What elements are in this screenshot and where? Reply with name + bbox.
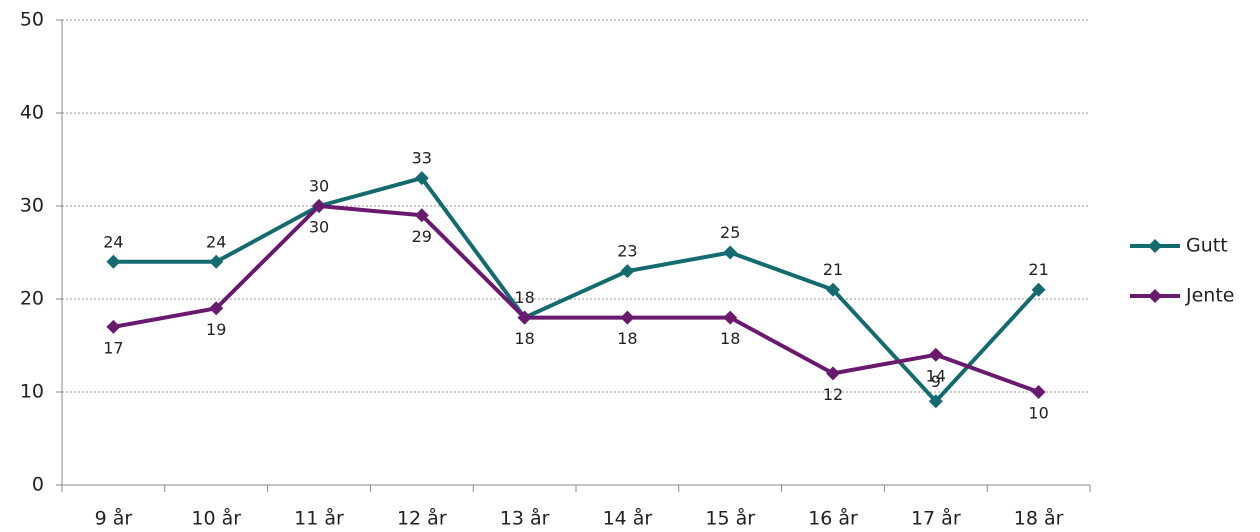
- legend-label: Jente: [1185, 285, 1234, 307]
- marker: [928, 394, 943, 409]
- marker: [826, 282, 840, 297]
- y-tick-label: 50: [20, 9, 44, 31]
- x-tick-label: 15 år: [705, 507, 755, 530]
- data-label: 29: [412, 227, 432, 246]
- data-label: 9: [931, 372, 941, 391]
- data-label: 17: [103, 338, 123, 357]
- marker: [209, 254, 224, 269]
- legend-marker: [1148, 289, 1162, 303]
- data-label: 18: [617, 329, 637, 348]
- x-tick-label: 11 år: [294, 507, 344, 530]
- data-label: 19: [206, 320, 226, 339]
- data-label: 33: [412, 149, 432, 168]
- series-line: [113, 204, 1040, 394]
- marker: [106, 319, 121, 334]
- data-label: 18: [514, 329, 534, 348]
- x-tick-label: 13 år: [500, 507, 550, 530]
- x-tick-label: 17 år: [911, 507, 961, 530]
- marker: [826, 366, 840, 381]
- marker: [1031, 282, 1046, 297]
- data-label: 23: [617, 242, 637, 261]
- marker: [312, 199, 326, 213]
- marker: [414, 208, 429, 223]
- marker: [620, 310, 635, 325]
- y-tick-label: 10: [20, 381, 44, 403]
- marker: [1031, 385, 1046, 399]
- marker: [106, 254, 121, 269]
- data-label: 21: [823, 260, 843, 279]
- data-label: 30: [309, 177, 329, 196]
- x-tick-label: 12 år: [397, 507, 447, 530]
- marker: [517, 310, 532, 325]
- y-tick-label: 30: [20, 195, 44, 217]
- x-tick-label: 10 år: [191, 507, 241, 530]
- legend-marker: [1148, 239, 1162, 253]
- marker: [723, 310, 738, 325]
- data-label: 18: [514, 288, 534, 307]
- x-tick-label: 18 år: [1014, 507, 1064, 530]
- data-label: 14: [926, 366, 946, 385]
- data-label: 10: [1028, 404, 1048, 423]
- data-label: 18: [720, 329, 740, 348]
- series-line: [113, 176, 1041, 404]
- data-label: 21: [1028, 260, 1048, 279]
- marker: [928, 347, 943, 362]
- data-label: 25: [720, 223, 740, 242]
- x-tick-label: 16 år: [808, 507, 858, 530]
- legend-label: Gutt: [1186, 235, 1228, 257]
- data-label: 24: [103, 232, 123, 251]
- x-tick-label: 9 år: [95, 507, 133, 530]
- marker: [209, 301, 224, 316]
- data-label: 30: [309, 218, 329, 237]
- y-tick-label: 20: [20, 288, 44, 310]
- marker: [620, 264, 635, 279]
- y-tick-label: 40: [20, 102, 44, 124]
- marker: [723, 245, 738, 260]
- data-label: 12: [823, 385, 843, 404]
- marker: [414, 171, 429, 186]
- data-label: 24: [206, 232, 226, 251]
- x-tick-label: 14 år: [603, 507, 653, 530]
- y-tick-label: 0: [32, 474, 44, 496]
